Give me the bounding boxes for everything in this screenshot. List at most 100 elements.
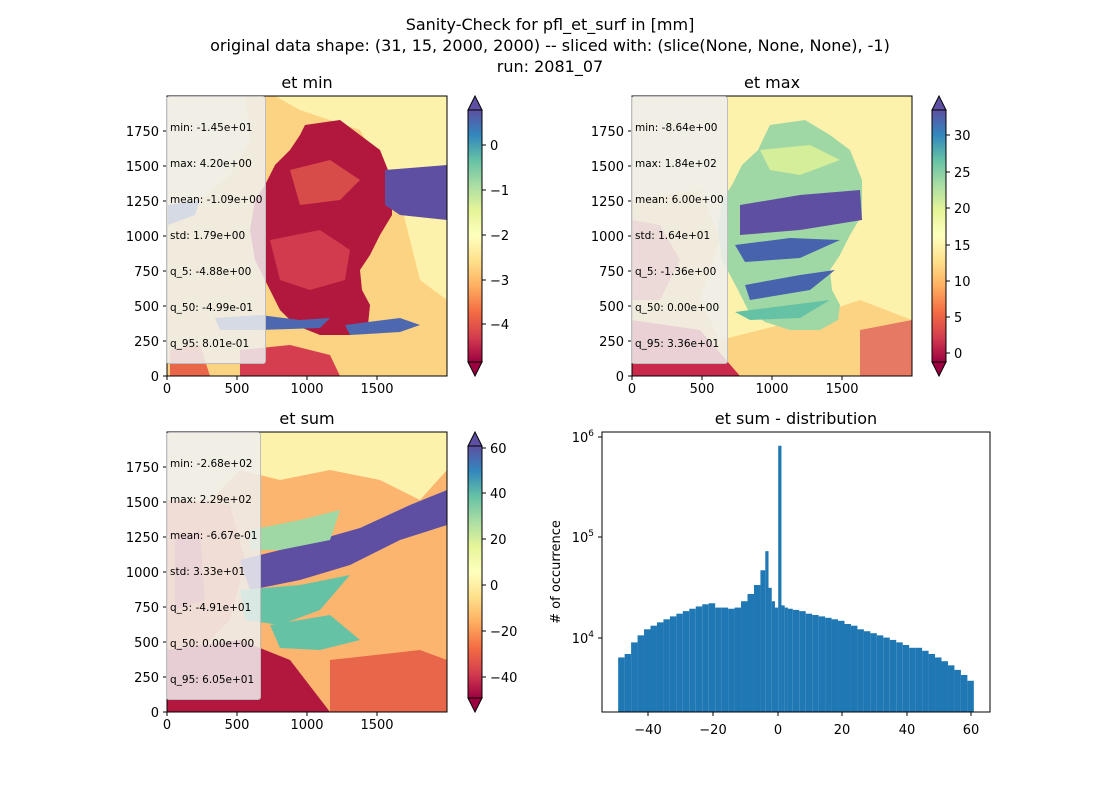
x-tick-label: 1000 xyxy=(755,382,788,397)
y-tick-label: 106 xyxy=(572,429,595,446)
y-tick-label: 500 xyxy=(134,300,159,315)
x-axis-ticks: 0 500 1000 1500 xyxy=(628,376,859,397)
stats-line: std: 1.64e+01 xyxy=(635,230,711,242)
x-tick-label: 500 xyxy=(690,382,715,397)
y-tick-label: 1250 xyxy=(126,195,159,210)
histogram-bar xyxy=(967,680,974,712)
histogram-bar xyxy=(631,642,638,712)
y-tick-label: 1500 xyxy=(126,496,159,511)
histogram-bar xyxy=(728,608,735,712)
histogram-bar xyxy=(781,605,785,712)
x-tick-label: 1000 xyxy=(290,382,323,397)
colorbar-extend-min xyxy=(467,697,483,714)
suptitle-line-1: Sanity-Check for pfl_et_surf in [mm] xyxy=(406,15,695,35)
histogram-bar xyxy=(909,647,916,712)
panel-title: et sum xyxy=(279,409,334,428)
histogram-bar xyxy=(702,604,709,712)
colorbar-et-min: 0 −1 −2 −3 −4 xyxy=(467,94,509,378)
x-tick-label: 0 xyxy=(163,718,171,733)
histogram-bar xyxy=(784,607,788,712)
histogram-bar xyxy=(715,607,722,712)
colorbar-tick-label: 60 xyxy=(490,442,507,457)
histogram-bar xyxy=(753,585,761,712)
histogram-bar xyxy=(721,607,729,712)
histogram-bar xyxy=(960,674,968,712)
x-tick-label: 1500 xyxy=(360,382,393,397)
y-tick-label: 105 xyxy=(572,529,594,546)
colorbar-tick-label: 5 xyxy=(954,311,962,326)
histogram-bar xyxy=(774,607,779,712)
histogram-bar xyxy=(618,657,625,712)
histogram-bar xyxy=(915,647,923,712)
histogram-bar xyxy=(883,637,890,712)
stats-line: std: 1.79e+00 xyxy=(170,230,246,242)
colorbar-tick-label: −3 xyxy=(490,274,509,289)
colorbar-tick-label: 0 xyxy=(490,139,498,154)
colorbar-extend-max xyxy=(931,94,947,111)
histogram-bar xyxy=(922,650,929,712)
y-axis-ticks: 0 250 500 750 1000 1250 1500 1750 xyxy=(591,125,632,385)
colorbar-tick-label: −40 xyxy=(490,671,517,686)
histogram-bar xyxy=(768,587,772,712)
stats-line: mean: 6.00e+00 xyxy=(635,194,724,206)
histogram-bar xyxy=(805,613,813,712)
histogram-bar xyxy=(656,622,664,712)
histogram-bar xyxy=(812,615,819,712)
histogram-bar xyxy=(676,613,683,712)
histogram-bar xyxy=(682,611,690,712)
stats-line: q_95: 8.01e-01 xyxy=(170,338,250,350)
histogram-bar xyxy=(838,620,845,712)
colorbar-tick-label: −20 xyxy=(490,625,517,640)
colorbar-tick-label: 20 xyxy=(490,533,507,548)
y-tick-label: 250 xyxy=(134,671,159,686)
histogram-bar xyxy=(771,601,775,712)
stats-line: q_5: -1.36e+00 xyxy=(635,266,717,278)
x-tick-label: 0 xyxy=(774,723,782,738)
stats-line: max: 2.29e+02 xyxy=(170,494,252,506)
colorbar-tick-label: 30 xyxy=(954,129,971,144)
stats-line: max: 4.20e+00 xyxy=(170,158,252,170)
stats-line: q_5: -4.88e+00 xyxy=(170,266,252,278)
stats-line: max: 1.84e+02 xyxy=(635,158,717,170)
histogram-bar xyxy=(765,551,769,712)
colorbar-extend-min xyxy=(467,361,483,378)
stats-line: q_95: 6.05e+01 xyxy=(170,674,255,686)
x-tick-label: 0 xyxy=(628,382,636,397)
suptitle-line-2: original data shape: (31, 15, 2000, 2000… xyxy=(210,36,890,55)
stats-line: min: -2.68e+02 xyxy=(170,458,253,470)
y-tick-label: 750 xyxy=(599,265,624,280)
stats-line: q_50: 0.00e+00 xyxy=(635,302,720,314)
y-tick-label: 1500 xyxy=(591,160,624,175)
histogram-bar xyxy=(747,594,754,712)
histogram-bar xyxy=(734,607,742,712)
x-tick-label: 1000 xyxy=(290,718,323,733)
colorbar-tick-label: 20 xyxy=(954,202,971,217)
x-tick-label: −40 xyxy=(634,723,661,738)
histogram-bar xyxy=(624,653,632,712)
histogram-bar xyxy=(650,625,657,712)
y-tick-label: 0 xyxy=(151,706,159,721)
histogram-bar xyxy=(928,653,936,712)
colorbar-tick-label: −1 xyxy=(490,184,509,199)
histogram-bar xyxy=(644,629,651,712)
histogram-bar xyxy=(896,642,903,712)
y-tick-label: 750 xyxy=(134,601,159,616)
y-tick-label: 0 xyxy=(616,370,624,385)
stats-line: q_50: 0.00e+00 xyxy=(170,638,255,650)
y-tick-label: 1000 xyxy=(126,230,159,245)
y-tick-label: 1000 xyxy=(591,230,624,245)
colorbar-tick-label: 40 xyxy=(490,487,507,502)
histogram-bar xyxy=(663,619,670,712)
x-tick-label: 40 xyxy=(899,723,916,738)
colorbar-et-sum: 60 40 20 0 −20 −40 xyxy=(467,430,517,714)
y-tick-label: 250 xyxy=(134,335,159,350)
stats-line: q_5: -4.91e+01 xyxy=(170,602,252,614)
histogram-bar xyxy=(818,616,826,712)
histogram-bar xyxy=(760,570,766,712)
suptitle-line-3: run: 2081_07 xyxy=(497,57,603,77)
colorbar-tick-label: 0 xyxy=(490,579,498,594)
stats-line: std: 3.33e+01 xyxy=(170,566,246,578)
colorbar-tick-label: 25 xyxy=(954,166,971,181)
histogram-bar xyxy=(935,657,942,712)
